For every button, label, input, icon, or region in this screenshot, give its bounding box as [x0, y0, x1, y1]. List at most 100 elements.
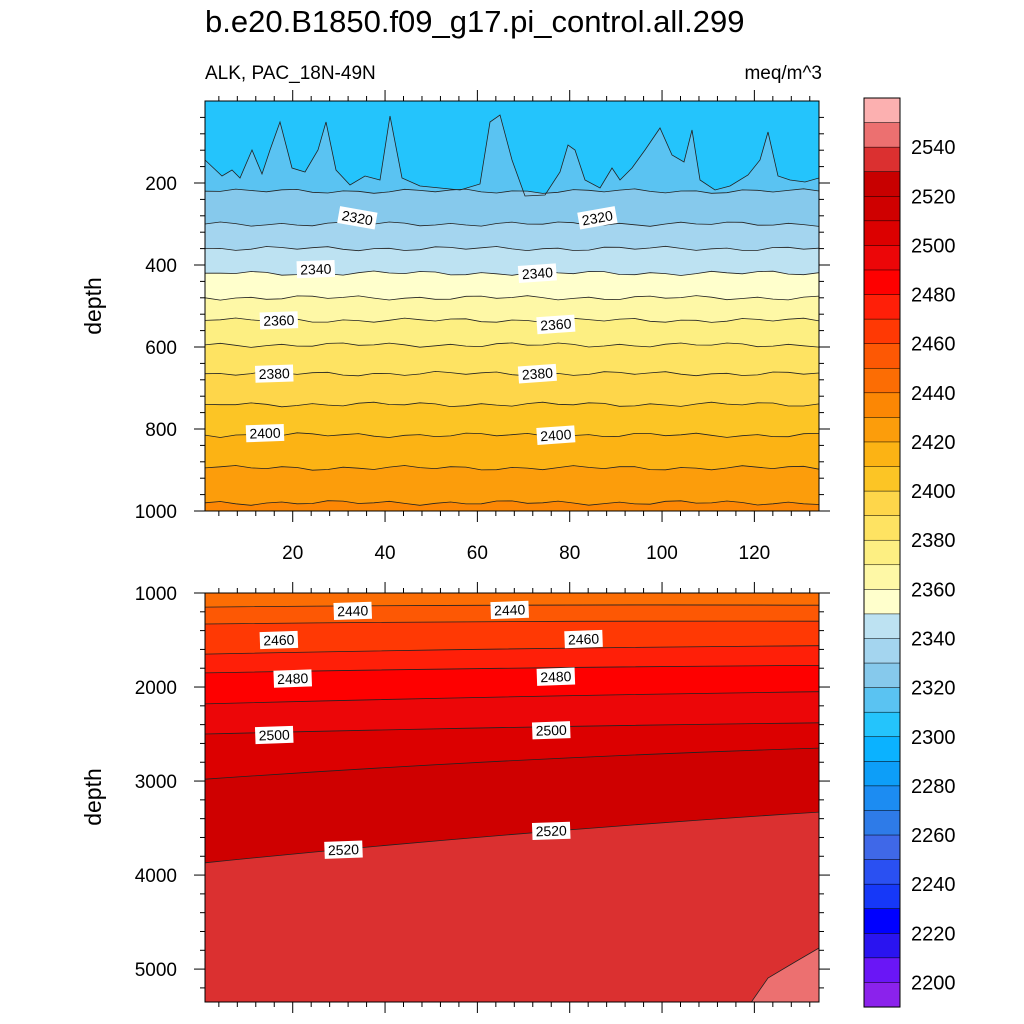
x-tick-label: 60: [467, 543, 488, 564]
colorbar-swatch: [863, 761, 901, 787]
colorbar-swatch: [863, 539, 901, 566]
colorbar-tick-label: 2500: [911, 235, 956, 257]
colorbar-tick-label: 2380: [911, 530, 956, 552]
isoline: [205, 645, 819, 655]
colorbar-tick-label: 2400: [911, 481, 956, 503]
contour-label-box: [517, 263, 557, 284]
colorbar-swatch: [863, 171, 901, 197]
band-fill: [205, 465, 819, 511]
x-tick-label: 20: [282, 543, 303, 564]
lower-contour-label: 2460: [259, 630, 299, 650]
upper-contour-label: 2380: [254, 364, 294, 383]
chart-title: b.e20.B1850.f09_g17.pi_control.all.299: [205, 4, 745, 39]
upper-contour-label: 2340: [517, 263, 557, 284]
contour-label-box: [324, 840, 363, 859]
contour-label-box: [531, 721, 571, 740]
upper-contour-label: 2320: [337, 206, 378, 230]
lower-contour-label: 2520: [324, 840, 363, 859]
contour-label-box: [296, 259, 336, 279]
plot-frame: [204, 100, 820, 512]
isoline: [205, 620, 819, 625]
colorbar-swatch: [863, 490, 901, 517]
colorbar-swatch: [863, 982, 901, 1008]
x-tick-label: 80: [559, 543, 580, 564]
isoline: [750, 947, 819, 1002]
isoline: [205, 811, 819, 864]
isoline: [205, 342, 819, 348]
colorbar-tick-label: 2520: [911, 186, 956, 208]
band-fill: [751, 948, 819, 1002]
isoline: [205, 114, 819, 197]
colorbar-tick-label: 2460: [911, 334, 956, 356]
upper-contour-label: 2380: [517, 363, 557, 384]
isoline: [205, 432, 819, 438]
contour-label-box: [490, 600, 529, 620]
x-tick-label: 100: [646, 543, 678, 564]
colorbar-tick-label: 2200: [911, 972, 956, 994]
contour-labels: 2320 2320 2340 2340 2360 2360 2380 2380 2400 2400…: [245, 206, 618, 859]
colorbar-swatch: [863, 638, 901, 664]
lower-contour-label: 2500: [254, 725, 294, 745]
contour-label-box: [259, 311, 299, 330]
colorbar-swatch: [863, 466, 901, 492]
upper-contour-label: 2360: [536, 314, 576, 335]
colorbar-swatch: [863, 97, 901, 124]
axes: 200 400 600 800 1000 20 40 60 80 100 120 1000 2000 30…: [80, 90, 830, 1013]
contour-label-text: 2400: [540, 426, 572, 444]
band-fill: [205, 812, 819, 1002]
units-label: meq/m^3: [744, 63, 822, 84]
upper-panel-fills: [205, 101, 819, 511]
y-tick-label: 4000: [135, 866, 177, 887]
colorbar-swatch: [863, 294, 901, 320]
y-tick-label: 400: [145, 256, 177, 277]
lower-contour-label: 2460: [564, 629, 603, 649]
colorbar-swatch: [863, 908, 901, 934]
contour-label-box: [254, 364, 294, 383]
colorbar-swatch: [863, 269, 901, 296]
contour-label-box: [517, 363, 557, 384]
colorbar-tick-label: 2280: [911, 776, 956, 798]
contour-label-text: 2400: [249, 425, 281, 442]
colorbar-tick-label: 2240: [911, 874, 956, 896]
isoline: [205, 295, 819, 301]
upper-contour-label: 2340: [296, 259, 336, 279]
contour-label-text: 2380: [521, 365, 553, 383]
colorbar-tick-label: 2220: [911, 923, 956, 945]
colorbar-swatch: [863, 834, 901, 861]
lower-contour-label: 2480: [273, 669, 312, 688]
colorbar-swatch: [863, 810, 901, 836]
isoline: [205, 245, 819, 252]
colorbar-swatch: [863, 343, 901, 369]
variable-region-label: ALK, PAC_18N-49N: [205, 63, 376, 84]
contour-label-box: [531, 821, 571, 841]
colorbar-swatch: [863, 441, 901, 468]
colorbar-swatch: [863, 883, 901, 910]
lower-contour-label: 2520: [531, 821, 571, 841]
contour-label-text: 2440: [494, 601, 526, 618]
lower-contour-label: 2440: [333, 601, 373, 621]
colorbar-tick-label: 2300: [911, 727, 956, 749]
contour-label-text: 2460: [263, 631, 295, 648]
colorbar-tick-label: 2440: [911, 383, 956, 405]
colorbar-swatch: [863, 196, 901, 222]
contour-label-text: 2340: [521, 264, 553, 282]
colorbar-swatch: [863, 564, 901, 590]
contour-label-box: [536, 667, 576, 686]
isoline: [205, 370, 819, 377]
lower-panel-fills: [205, 593, 819, 1002]
isoline: [205, 188, 819, 194]
colorbar-tick-label: 2420: [911, 432, 956, 454]
y-tick-label: 200: [145, 174, 177, 195]
colorbar-swatch: [863, 687, 901, 713]
colorbar-swatch: [863, 957, 901, 983]
y-axis-title: depth: [80, 768, 106, 826]
contour-label-box: [273, 669, 312, 688]
colorbar-frame: [863, 97, 901, 1008]
x-tick-label: 40: [374, 543, 395, 564]
contour-label-box: [536, 425, 576, 445]
upper-contour-label: 2400: [536, 425, 576, 445]
y-tick-label: 800: [145, 420, 177, 441]
colorbar-swatch: [863, 613, 901, 640]
isoline: [205, 747, 819, 780]
contour-label-text: 2480: [277, 670, 309, 687]
